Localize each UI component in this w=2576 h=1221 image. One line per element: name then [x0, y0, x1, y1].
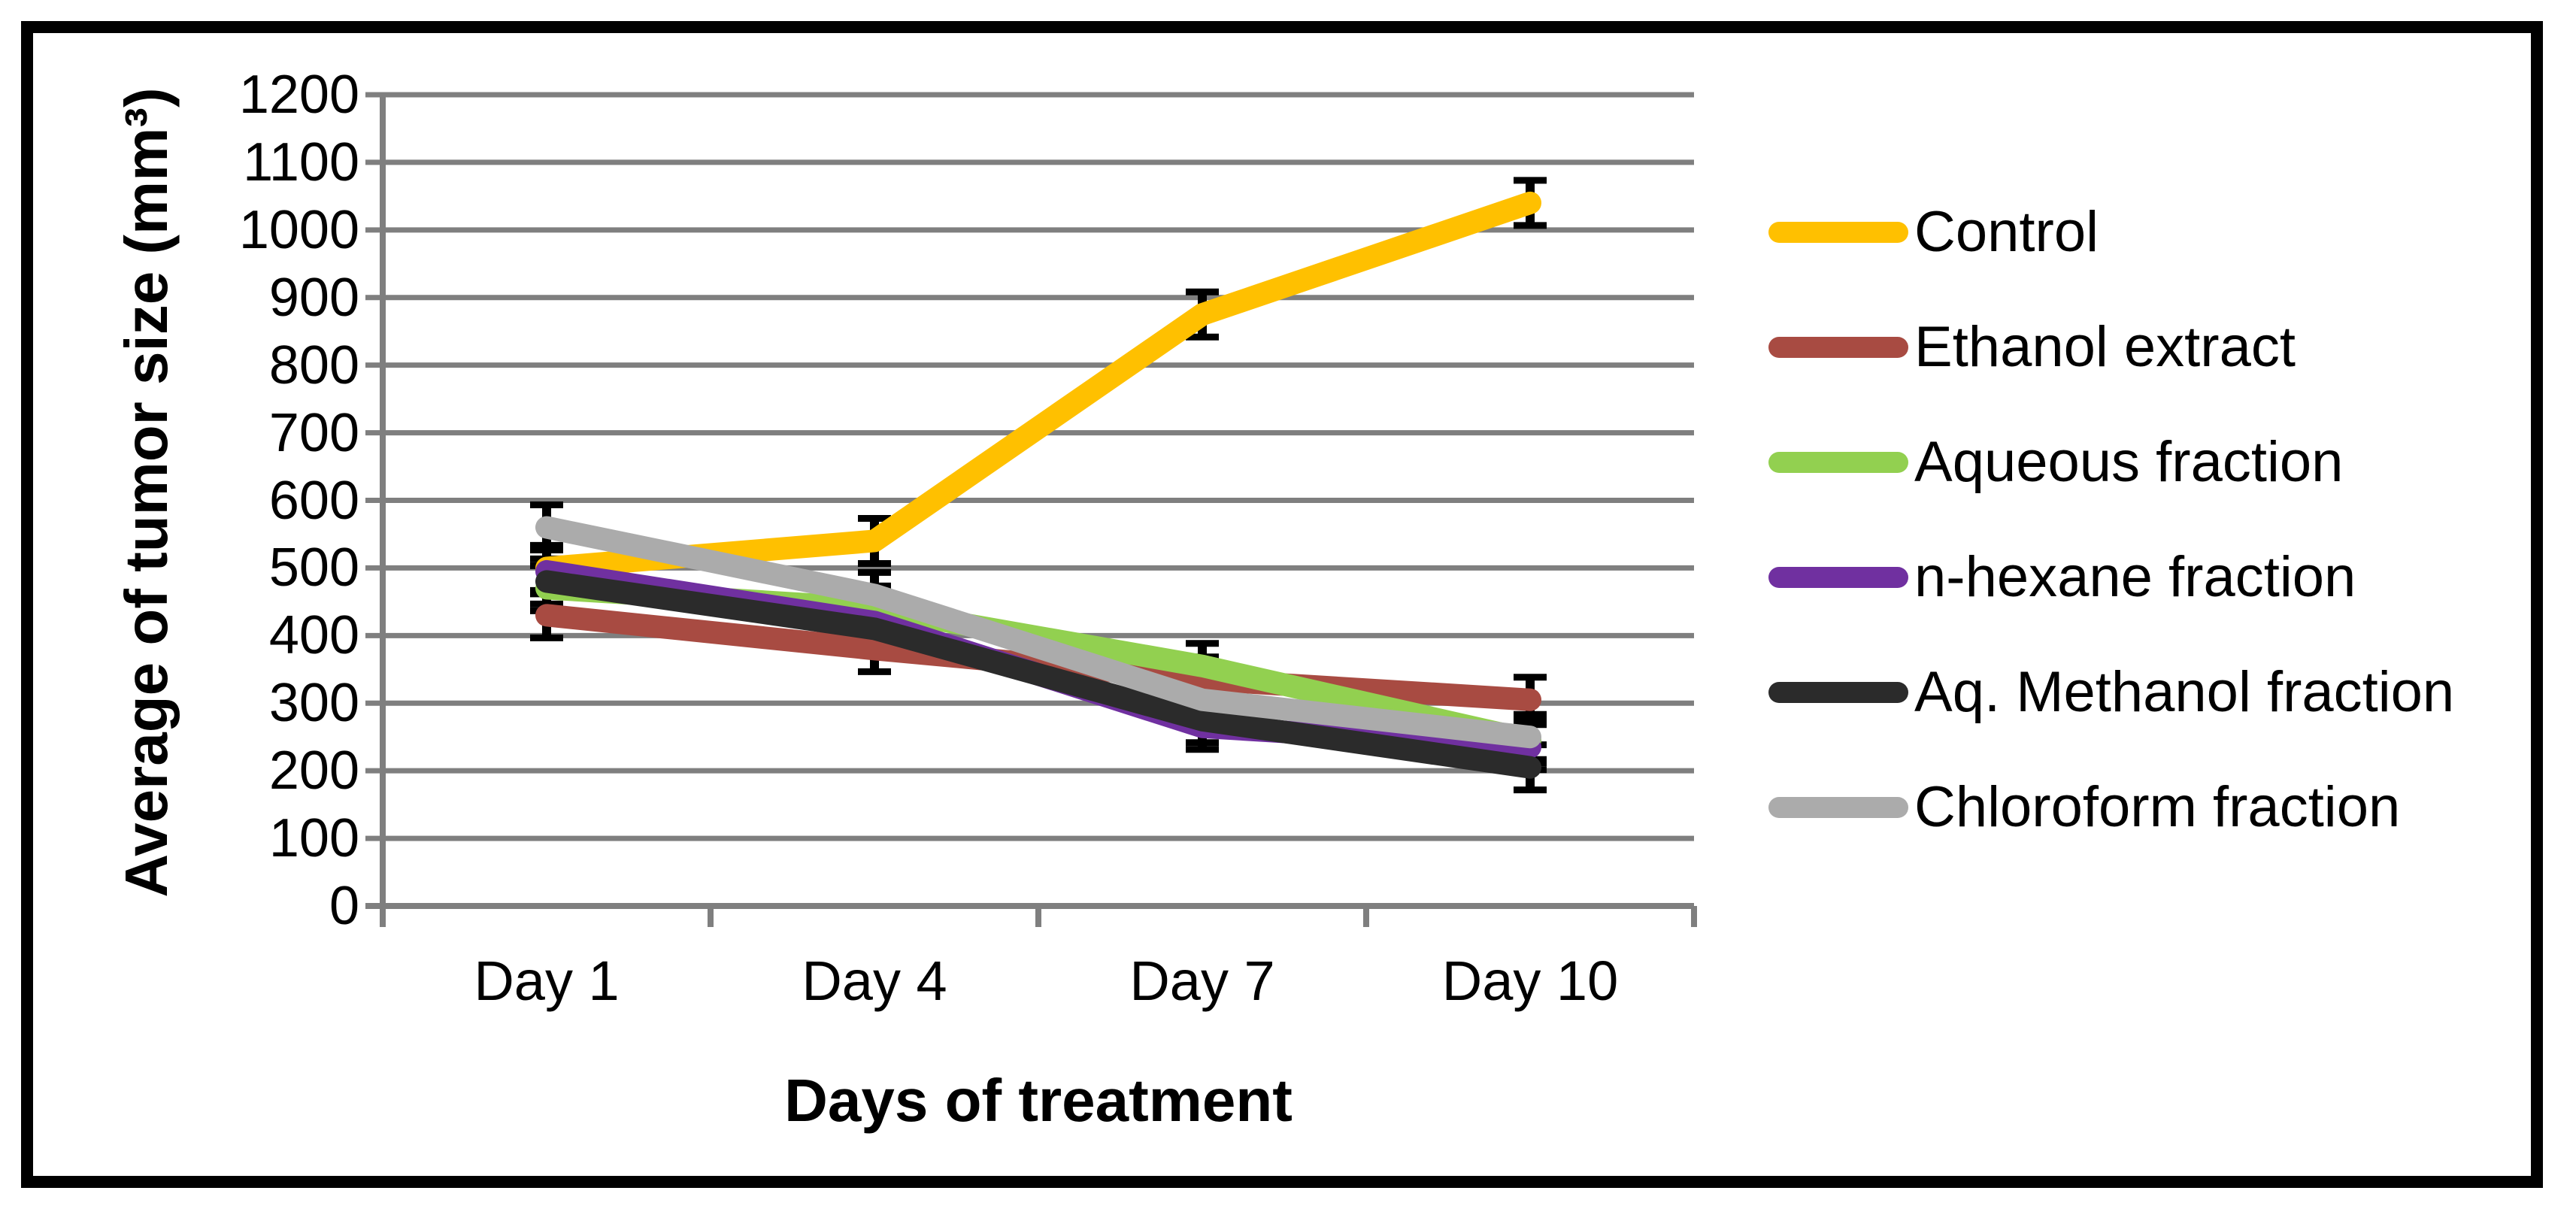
y-tick-label: 400 — [268, 605, 359, 666]
legend-label: Aqueous fraction — [1914, 429, 2344, 494]
legend-item: Aq. Methanol fraction — [1768, 635, 2454, 750]
x-tick-label: Day 4 — [802, 950, 947, 1012]
y-tick-label: 500 — [268, 538, 359, 598]
legend-item: Aqueous fraction — [1768, 404, 2454, 520]
y-tick-label: 300 — [268, 673, 359, 734]
series-line-aq-methanol-fraction — [535, 570, 1541, 779]
x-tick-label: Day 7 — [1129, 950, 1275, 1012]
y-tick-label: 700 — [268, 402, 359, 463]
y-tick-label: 0 — [329, 876, 359, 936]
legend-swatch-icon — [1768, 796, 1908, 818]
y-tick-label: 600 — [268, 470, 359, 531]
series-lines — [535, 191, 1541, 779]
legend-item: n-hexane fraction — [1768, 520, 2454, 635]
x-axis-title: Days of treatment — [784, 1067, 1293, 1134]
y-tick-label: 100 — [268, 808, 359, 869]
legend: Control Ethanol extract Aqueous fraction n-… — [1768, 174, 2454, 865]
legend-item: Ethanol extract — [1768, 289, 2454, 404]
legend-label: Chloroform fraction — [1914, 774, 2401, 839]
legend-swatch-icon — [1768, 221, 1908, 243]
legend-swatch-icon — [1768, 451, 1908, 473]
y-tick-label: 900 — [268, 267, 359, 328]
legend-label: Ethanol extract — [1914, 314, 2296, 379]
legend-label: n-hexane fraction — [1914, 544, 2356, 609]
axes — [365, 95, 1697, 927]
x-tick-label: Day 10 — [1441, 950, 1619, 1012]
x-tick-label: Day 1 — [474, 950, 620, 1012]
figure-border — [21, 21, 2543, 1188]
y-tick-label: 1100 — [243, 132, 359, 192]
legend-swatch-icon — [1768, 336, 1908, 358]
y-tick-label: 1200 — [238, 65, 359, 125]
legend-label: Control — [1914, 199, 2099, 264]
series-line-control — [535, 191, 1541, 580]
legend-label: Aq. Methanol fraction — [1914, 659, 2455, 724]
series-line-chloroform-fraction — [535, 516, 1541, 749]
y-tick-label: 200 — [268, 741, 359, 801]
y-tick-label: 800 — [268, 335, 359, 395]
legend-swatch-icon — [1768, 681, 1908, 703]
y-tick-label: 1000 — [238, 199, 359, 260]
legend-item: Chloroform fraction — [1768, 750, 2454, 865]
legend-swatch-icon — [1768, 566, 1908, 588]
y-axis-title: Average of tumor size (mm³) — [113, 87, 180, 898]
legend-item: Control — [1768, 174, 2454, 289]
